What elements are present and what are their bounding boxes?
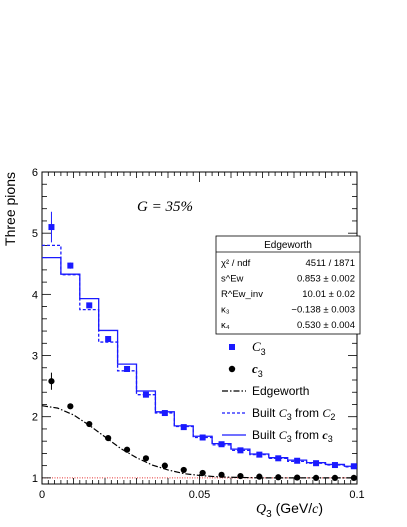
stats-row-value: 0.853 ± 0.002 — [297, 274, 355, 285]
y-tick-label: 3 — [32, 351, 38, 363]
data-point-c3-lower — [331, 474, 339, 481]
axes-group: 1 2 3 4 5 6 0 0.05 0.1 — [32, 167, 365, 501]
data-point-c3-lower — [67, 403, 74, 410]
y-tick-label: 1 — [32, 473, 38, 485]
data-point-c3-lower — [350, 474, 357, 481]
data-point-c3-lower — [256, 473, 263, 480]
stats-row-label: s^Ew — [221, 274, 244, 285]
legend-built-prefix-2: Built — [252, 428, 279, 442]
legend-label-c3-upper: C3 — [252, 339, 266, 357]
annotation-text: G = 35% — [137, 199, 193, 215]
data-point-c3-upper — [105, 336, 112, 343]
y-tick-label: 5 — [32, 228, 38, 240]
data-point-c3-lower — [142, 455, 150, 462]
series-group — [41, 211, 357, 481]
data-point-c3-upper — [161, 410, 168, 417]
legend-built-prefix: Built — [252, 406, 279, 420]
legend-item3-var: C — [322, 406, 331, 420]
stats-box: Edgeworth χ² / ndf 4511 / 1871 s^Ew 0.853 ±… — [215, 235, 361, 335]
legend-item-built-from-c3: Built C3 from c3 — [222, 428, 333, 444]
legend-label-c3-upper-var: C — [252, 339, 261, 354]
data-point-c3-upper — [294, 457, 301, 464]
data-point-c3-upper — [218, 441, 225, 448]
data-point-c3-lower — [105, 435, 112, 442]
legend-label-c3-upper-sub: 3 — [261, 347, 266, 357]
data-point-c3-lower — [294, 474, 301, 481]
stats-row-value: 4511 / 1871 — [306, 258, 355, 269]
data-point-c3-upper — [313, 460, 320, 467]
legend-item3-sub: 2 — [330, 412, 335, 422]
legend-item4-sub: 3 — [328, 434, 333, 444]
legend-label-built-from-c2: Built C3 from C2 — [252, 406, 335, 422]
legend-label-edgeworth: Edgeworth — [252, 384, 309, 398]
data-point-c3-upper — [199, 434, 206, 441]
stats-row-value: −0.138 ± 0.003 — [291, 305, 355, 316]
stats-box-rows: χ² / ndf 4511 / 1871 s^Ew 0.853 ± 0.002 R^Ew… — [221, 258, 355, 331]
data-point-c3-lower — [199, 469, 206, 477]
legend: C3 c3 Edgeworth Built C3 from C2 Built C… — [222, 339, 335, 444]
stats-row-label: κ₃ — [221, 305, 230, 316]
x-axis-label-unit-close: ) — [318, 500, 323, 516]
data-point-c3-lower — [275, 474, 282, 481]
data-point-c3-upper — [331, 462, 338, 469]
stats-row-label: κ₄ — [221, 320, 230, 331]
legend-label-c3-lower-sub: 3 — [258, 369, 263, 379]
data-point-c3-upper — [48, 224, 55, 231]
data-point-c3-lower — [86, 420, 93, 428]
y-axis-label: Three pions — [2, 172, 18, 246]
x-axis-label: Q3 (GeV/c) — [256, 500, 323, 520]
data-point-c3-upper — [124, 365, 131, 372]
stats-box-title: Edgeworth — [264, 240, 312, 251]
legend-built-from: from — [292, 406, 323, 420]
data-point-c3-lower — [48, 378, 55, 385]
data-point-c3-upper — [67, 262, 74, 269]
data-point-c3-upper — [350, 463, 357, 470]
y-tick-label: 2 — [32, 412, 38, 424]
y-tick-label: 4 — [32, 289, 38, 301]
x-tick-label: 0.05 — [189, 489, 210, 501]
data-point-c3-lower — [180, 466, 187, 474]
data-point-c3-lower — [218, 471, 225, 478]
legend-built-sub-2: 3 — [287, 434, 292, 444]
legend-item-c3-upper: C3 — [229, 339, 266, 357]
legend-built-sub: 3 — [287, 412, 292, 422]
legend-built-var: C — [279, 406, 288, 420]
legend-item4-var: c — [322, 428, 328, 442]
legend-item-edgeworth: Edgeworth — [222, 384, 309, 398]
x-axis-label-var: Q — [256, 502, 266, 517]
data-point-c3-upper — [275, 455, 282, 462]
stats-row-label: χ² / ndf — [221, 258, 251, 269]
legend-label-built-from-c3: Built C3 from c3 — [252, 428, 333, 444]
y-tick-label: 6 — [32, 167, 38, 179]
stats-row-label: R^Ew_inv — [221, 289, 263, 300]
x-axis-label-unit-open: (GeV/ — [272, 500, 313, 516]
series-edgeworth-line — [41, 405, 357, 479]
data-point-c3-upper — [180, 424, 187, 431]
legend-item-built-from-c2: Built C3 from C2 — [222, 406, 335, 422]
data-point-c3-lower — [161, 462, 168, 469]
legend-label-c3-lower-var: c — [252, 361, 258, 376]
legend-built-var-2: C — [279, 428, 288, 442]
data-point-c3-upper — [86, 302, 93, 309]
data-point-c3-upper — [142, 391, 149, 398]
legend-marker-circle — [228, 365, 236, 373]
data-point-c3-lower — [123, 446, 131, 453]
legend-item-c3-lower: c3 — [228, 361, 263, 379]
x-axis-label-sub: 3 — [266, 509, 272, 520]
data-point-c3-upper — [256, 451, 263, 458]
data-point-c3-upper — [237, 447, 244, 454]
x-tick-label: 0 — [39, 489, 45, 501]
legend-marker-square — [229, 344, 235, 350]
data-point-c3-lower — [312, 474, 320, 481]
legend-label-c3-lower: c3 — [252, 361, 263, 379]
stats-row-value: 0.530 ± 0.004 — [297, 320, 355, 331]
stats-row-value: 10.01 ± 0.02 — [302, 289, 355, 300]
data-point-c3-lower — [237, 472, 244, 480]
x-axis-label-unit-c: c — [312, 502, 319, 517]
x-tick-label: 0.1 — [349, 489, 364, 501]
legend-built-from-2: from — [292, 428, 323, 442]
